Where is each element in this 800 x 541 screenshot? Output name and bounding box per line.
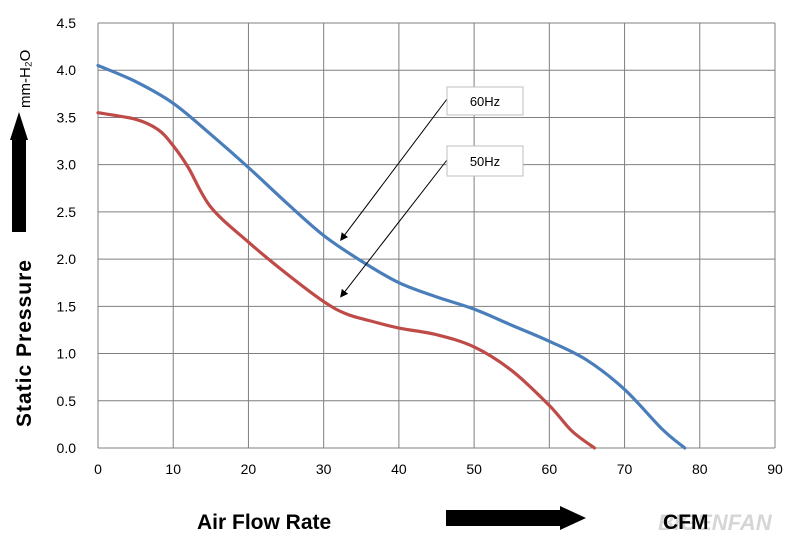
series-group <box>96 63 687 450</box>
arrow-50hz <box>340 159 448 298</box>
x-axis-unit: CFM <box>663 511 709 534</box>
callout-box-60hz <box>446 86 524 116</box>
x-axis-arrow-head <box>560 506 586 530</box>
x-tick-label: 10 <box>165 461 181 477</box>
callout-label-50hz: 50Hz <box>470 154 500 169</box>
x-tick-label: 60 <box>542 461 558 477</box>
arrow-60hz <box>340 98 448 242</box>
series-line-50hz <box>96 111 597 450</box>
y-axis-title: Static Pressure <box>13 259 36 427</box>
y-tick-label: 1.0 <box>57 346 77 362</box>
x-tick-label: 20 <box>241 461 257 477</box>
y-tick-label: 1.5 <box>57 298 77 314</box>
y-tick-label: 4.5 <box>57 15 77 31</box>
y-axis-arrow-shaft <box>12 140 26 232</box>
x-axis-arrow-shaft <box>446 510 562 526</box>
x-tick-label: 70 <box>617 461 633 477</box>
y-tick-label: 4.0 <box>57 62 77 78</box>
y-tick-label: 0.0 <box>57 440 77 456</box>
x-axis-label: Air Flow Rate BIGENFAN CFM <box>197 506 773 535</box>
x-axis-title: Air Flow Rate <box>197 511 331 534</box>
y-axis-label: Static Pressure mm-H₂O <box>10 50 36 427</box>
x-tick-label: 30 <box>316 461 332 477</box>
y-axis-unit: mm-H₂O <box>17 50 34 108</box>
grid <box>97 22 776 449</box>
series-line-60hz <box>96 63 687 450</box>
tick-labels: 0 10 20 30 40 50 60 70 80 90 0.0 0.5 1.0 1.5 2.0 2.5 3.0… <box>57 15 783 477</box>
annotations: 60Hz 50Hz <box>340 86 524 298</box>
x-tick-label: 80 <box>692 461 708 477</box>
x-tick-label: 50 <box>466 461 482 477</box>
y-tick-label: 2.0 <box>57 251 77 267</box>
watermark: BIGENFAN <box>658 510 773 535</box>
y-tick-label: 3.0 <box>57 157 77 173</box>
x-tick-label: 90 <box>767 461 783 477</box>
y-tick-label: 3.5 <box>57 109 77 125</box>
x-tick-label: 0 <box>94 461 102 477</box>
callout-label-60hz: 60Hz <box>470 94 500 109</box>
y-axis-arrow-head <box>10 112 28 140</box>
y-tick-label: 0.5 <box>57 393 77 409</box>
callout-box-50hz <box>446 145 524 177</box>
x-tick-label: 40 <box>391 461 407 477</box>
y-tick-label: 2.5 <box>57 204 77 220</box>
